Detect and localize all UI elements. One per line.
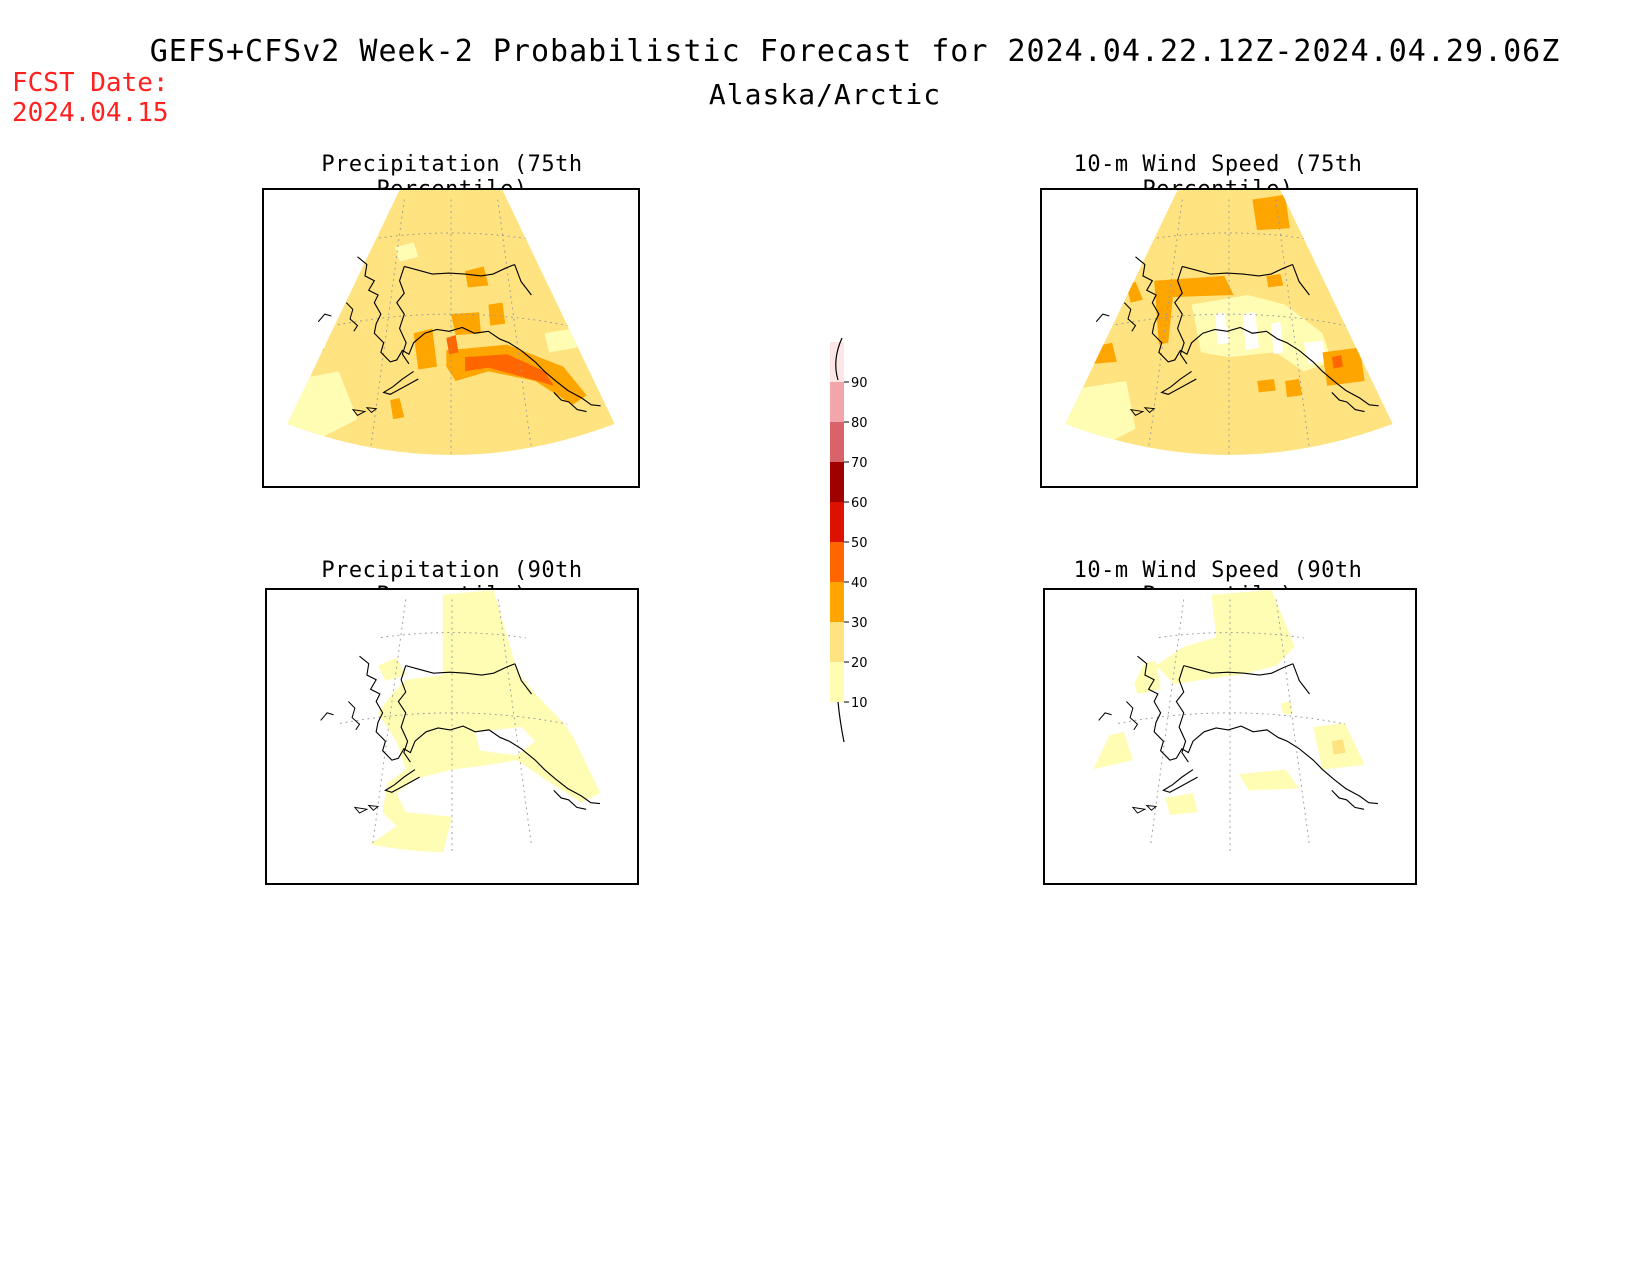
colorbar-box — [830, 622, 844, 662]
colorbar-tick-label: 40 — [851, 576, 868, 591]
colorbar-box — [830, 382, 844, 422]
colorbar-bottom-arrow — [837, 701, 845, 743]
map-precip75 — [262, 188, 640, 488]
colorbar: 10 20 30 40 50 60 70 80 90 — [820, 330, 890, 754]
colorbar-box — [830, 422, 844, 462]
colorbar-tick-label: 20 — [851, 656, 868, 671]
colorbar-tick-label: 80 — [851, 416, 868, 431]
colorbar-tick-label: 90 — [851, 376, 868, 391]
colorbar-box — [830, 662, 844, 702]
colorbar-tick-label: 30 — [851, 616, 868, 631]
main-title: GEFS+CFSv2 Week-2 Probabilistic Forecast… — [149, 34, 1561, 69]
colorbar-box — [830, 582, 844, 622]
colorbar-tick-label: 50 — [851, 536, 868, 551]
colorbar-tick-label: 70 — [851, 456, 868, 471]
colorbar-tick-label: 60 — [851, 496, 868, 511]
colorbar-top-arrow — [835, 337, 843, 381]
region-subtitle: Alaska/Arctic — [708, 78, 942, 111]
map-wind75 — [1040, 188, 1418, 488]
colorbar-tick-label: 10 — [851, 696, 868, 711]
fcst-date-label: FCST Date: — [12, 68, 169, 98]
colorbar-labels: 10 20 30 40 50 60 70 80 90 — [844, 376, 868, 711]
fcst-date-value: 2024.04.15 — [12, 98, 169, 128]
map-wind90 — [1043, 588, 1417, 885]
map-precip90 — [265, 588, 639, 885]
colorbar-box — [830, 342, 844, 382]
colorbar-boxes — [830, 342, 844, 702]
colorbar-box — [830, 462, 844, 502]
colorbar-box — [830, 502, 844, 542]
colorbar-box — [830, 542, 844, 582]
